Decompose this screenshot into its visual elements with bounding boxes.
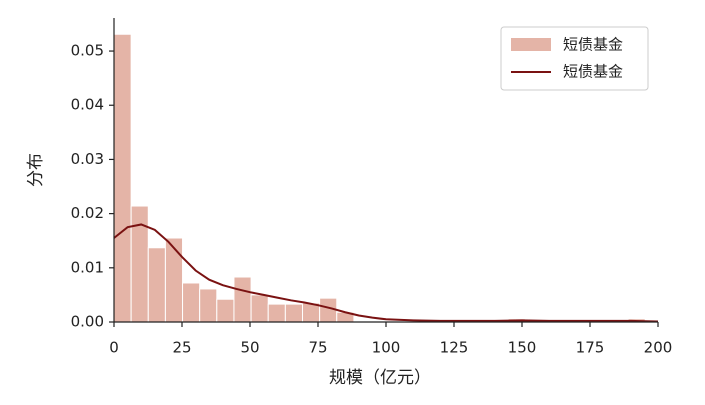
legend-swatch <box>511 38 551 51</box>
histogram-bar <box>182 282 201 323</box>
legend-label: 短债基金 <box>563 63 623 81</box>
histogram-bar <box>250 294 269 323</box>
x-tick-label: 25 <box>172 339 191 357</box>
histogram-bar <box>233 276 252 323</box>
x-tick-label: 200 <box>644 339 673 357</box>
y-tick-label: 0.02 <box>71 204 104 222</box>
x-tick-label: 0 <box>109 339 119 357</box>
x-tick-label: 75 <box>308 339 327 357</box>
kde-line <box>113 223 659 323</box>
x-tick-label: 50 <box>240 339 259 357</box>
y-axis-label: 分布 <box>26 153 46 187</box>
histogram-bar <box>147 247 166 323</box>
histogram-bar <box>216 298 235 323</box>
histogram-bar <box>164 237 184 323</box>
histogram-bar <box>267 303 286 323</box>
histogram-bar <box>113 33 132 323</box>
histogram-bar <box>284 303 303 323</box>
y-tick-label: 0.05 <box>71 42 104 60</box>
y-tick-label: 0.01 <box>71 258 104 276</box>
x-tick-label: 125 <box>440 339 469 357</box>
y-tick-label: 0.00 <box>71 313 104 331</box>
y-tick-label: 0.03 <box>71 150 104 168</box>
histogram-bar <box>130 205 149 323</box>
histogram-bar <box>199 288 218 323</box>
x-axis-label: 规模（亿元） <box>329 368 431 388</box>
x-tick-label: 100 <box>372 339 401 357</box>
x-tick-label: 150 <box>508 339 537 357</box>
x-tick-label: 175 <box>576 339 605 357</box>
legend-label: 短债基金 <box>563 36 623 54</box>
y-tick-label: 0.04 <box>71 96 104 114</box>
